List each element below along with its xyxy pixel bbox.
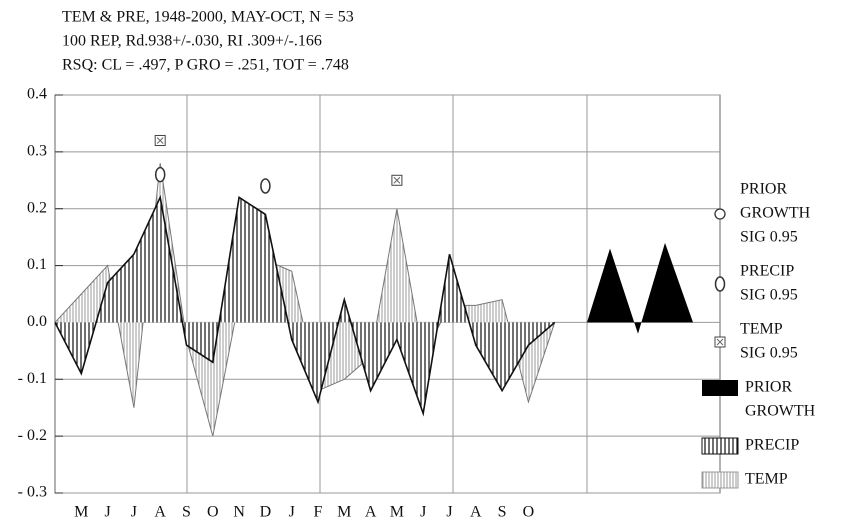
x-tick-label: M xyxy=(390,504,404,521)
y-tick-label: 0.2 xyxy=(27,199,47,216)
legend-swatch xyxy=(701,437,739,455)
y-tick-label: 0.3 xyxy=(27,143,47,160)
legend-label: GROWTH xyxy=(740,205,811,222)
y-tick-label: 0.1 xyxy=(27,256,47,273)
y-tick-label: 0.4 xyxy=(27,86,47,103)
legend-swatch xyxy=(701,471,739,489)
x-tick-label: S xyxy=(182,504,191,521)
x-tick-label: S xyxy=(498,504,507,521)
significance-marker xyxy=(154,166,166,183)
legend-label: PRECIP xyxy=(745,437,799,454)
box-x xyxy=(156,137,164,144)
legend-label: SIG 0.95 xyxy=(740,287,798,304)
box-x xyxy=(393,176,401,184)
x-tick-label: A xyxy=(470,504,482,521)
prior-growth xyxy=(587,242,693,334)
significance-marker xyxy=(260,178,271,194)
chart-title: TEM & PRE, 1948-2000, MAY-OCT, N = 53 xyxy=(62,9,354,26)
x-tick-label: O xyxy=(207,504,219,521)
legend-label: SIG 0.95 xyxy=(740,229,798,246)
significance-marker xyxy=(391,174,403,186)
box-x xyxy=(716,338,724,346)
y-tick-label: - 0.1 xyxy=(18,370,47,387)
x-tick-label: O xyxy=(523,504,535,521)
chart-title: 100 REP, Rd.938+/-.030, RI .309+/-.166 xyxy=(62,33,322,50)
legend-label: SIG 0.95 xyxy=(740,345,798,362)
x-tick-label: M xyxy=(337,504,351,521)
x-tick-label: N xyxy=(233,504,245,521)
y-tick-label: - 0.3 xyxy=(18,484,47,501)
y-tick-label: - 0.2 xyxy=(18,427,47,444)
x-tick-label: J xyxy=(104,504,110,521)
x-tick-label: J xyxy=(420,504,426,521)
legend-swatch xyxy=(702,380,738,396)
x-tick-label: A xyxy=(365,504,377,521)
x-tick-label: D xyxy=(260,504,272,521)
x-tick-label: F xyxy=(314,504,323,521)
x-tick-label: J xyxy=(131,504,137,521)
legend-label: PRECIP xyxy=(740,263,794,280)
legend-label: GROWTH xyxy=(745,403,816,420)
x-tick-label: J xyxy=(446,504,452,521)
legend-label: TEMP xyxy=(745,471,788,488)
legend-label: TEMP xyxy=(740,321,783,338)
legend-symbol xyxy=(714,276,726,292)
x-tick-label: M xyxy=(74,504,88,521)
legend-label: PRIOR xyxy=(740,181,787,198)
line xyxy=(54,194,556,417)
area xyxy=(55,197,555,414)
legend-symbol xyxy=(714,208,726,220)
x-tick-label: J xyxy=(289,504,295,521)
chart-title: RSQ: CL = .497, P GRO = .251, TOT = .748 xyxy=(62,57,349,74)
legend-symbol xyxy=(714,336,726,348)
legend-label: PRIOR xyxy=(745,379,792,396)
significance-marker xyxy=(154,134,166,146)
y-tick-label: 0.0 xyxy=(27,313,47,330)
x-tick-label: A xyxy=(154,504,166,521)
